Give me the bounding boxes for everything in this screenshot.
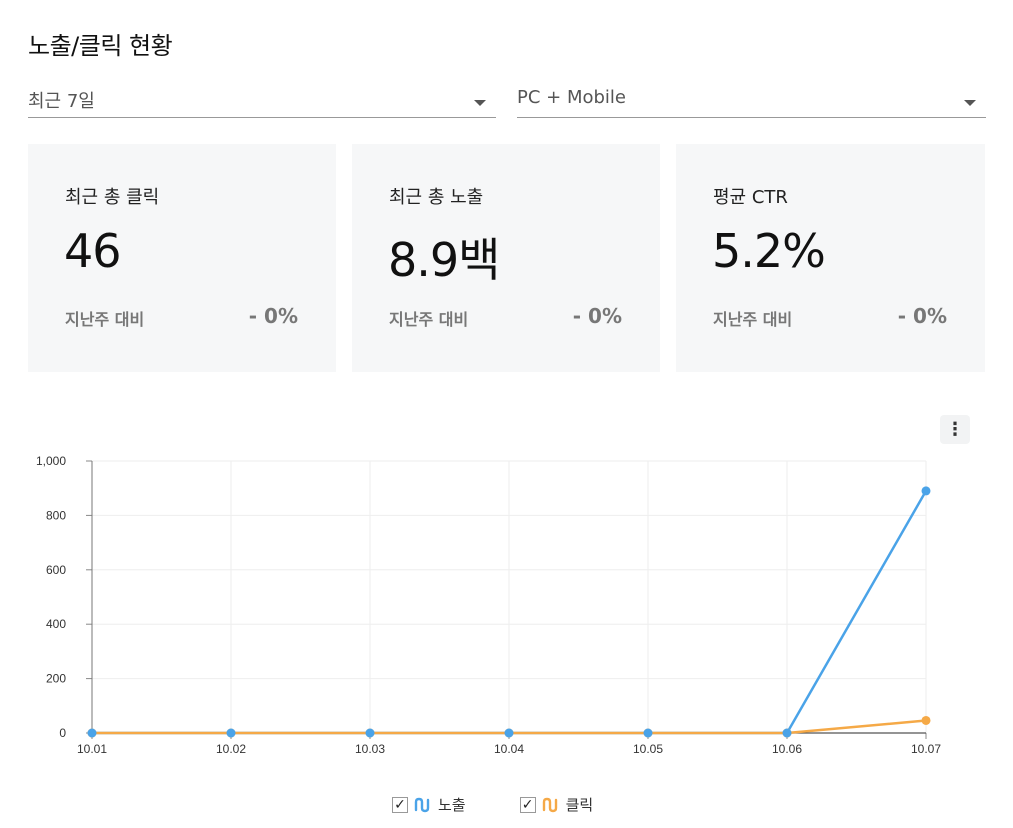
checkbox-icon[interactable]: ✓ [519,796,536,813]
card-change: - 0% [572,304,622,328]
data-point-노출 [921,486,931,496]
x-tick-label: 10.04 [494,742,524,756]
x-tick-label: 10.02 [216,742,246,756]
card-compare-label: 지난주 대비 [713,310,793,329]
legend-label: 클릭 [565,796,594,814]
period-select[interactable]: 최근 7일 [28,84,496,118]
line-series-icon [414,797,432,813]
data-point-노출 [643,728,653,738]
chart-menu-button[interactable]: ⋮ [940,415,970,444]
card-change: - 0% [897,304,947,328]
card-compare-label: 지난주 대비 [389,310,469,329]
x-tick-label: 10.05 [633,742,663,756]
x-tick-label: 10.01 [77,742,107,756]
data-point-노출 [365,728,375,738]
y-tick-label: 400 [46,617,66,631]
y-tick-label: 200 [46,672,66,686]
device-select-value: PC + Mobile [517,87,626,108]
line-series-icon [542,797,560,813]
x-tick-label: 10.03 [355,742,385,756]
x-tick-label: 10.07 [911,742,941,756]
chevron-down-icon [474,100,486,106]
card-compare-label: 지난주 대비 [65,310,145,329]
y-tick-label: 1,000 [36,454,66,468]
y-tick-label: 600 [46,563,66,577]
data-point-클릭 [921,715,931,725]
stat-card-clicks: 최근 총 클릭 46 지난주 대비 - 0% [28,144,336,372]
page-title: 노출/클릭 현황 [28,32,173,60]
data-point-노출 [782,728,792,738]
card-title: 최근 총 클릭 [65,187,160,208]
chart-legend: ✓ 노출 ✓ 클릭 [392,794,593,815]
stat-card-ctr: 평균 CTR 5.2% 지난주 대비 - 0% [676,144,985,372]
legend-label: 노출 [438,796,466,814]
stat-card-impressions: 최근 총 노출 8.9백 지난주 대비 - 0% [352,144,660,372]
card-value: 5.2% [712,224,826,278]
card-value: 8.9백 [388,233,500,287]
checkbox-icon[interactable]: ✓ [392,796,408,813]
line-chart: 0 200 400 600 800 1,000 10.01 10.02 10.03 10.04 10… [36,454,941,756]
data-point-노출 [226,728,236,738]
device-select[interactable]: PC + Mobile [517,84,986,118]
y-tick-label: 800 [46,508,66,522]
legend-item-impressions[interactable]: ✓ 노출 [392,794,466,815]
y-tick-label: 0 [59,726,66,740]
chevron-down-icon [964,100,976,106]
card-value: 46 [64,224,122,278]
card-title: 평균 CTR [713,187,788,208]
x-tick-label: 10.06 [772,742,802,756]
card-change: - 0% [248,304,298,328]
data-point-노출 [504,728,514,738]
legend-item-clicks[interactable]: ✓ 클릭 [519,794,594,815]
data-point-노출 [87,728,97,738]
card-title: 최근 총 노출 [389,187,484,208]
period-select-value: 최근 7일 [28,91,95,112]
